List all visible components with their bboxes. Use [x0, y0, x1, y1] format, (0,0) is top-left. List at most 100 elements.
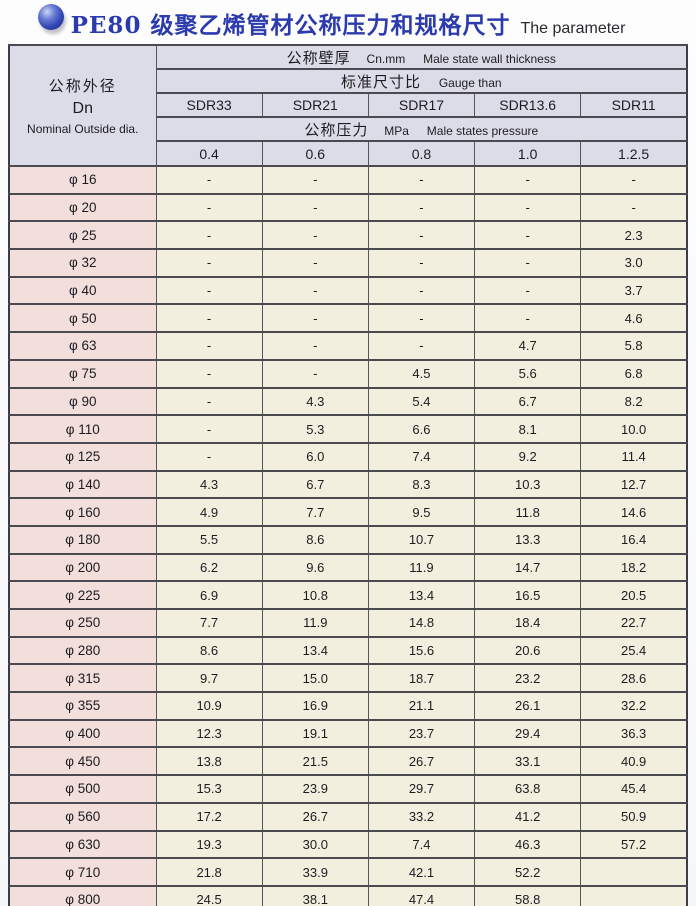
pressure-en: Male states pressure: [426, 123, 539, 138]
table-row: φ 40- - - -3.7: [8, 275, 688, 306]
table-row: φ 315 9.7 15.0 18.7 23.2 28.6: [8, 663, 688, 694]
value-cell: 10.0: [580, 414, 688, 444]
value-cell: 5.5: [155, 524, 263, 555]
table-row: φ 630 19.3 30.0 7.4 46.3 57.2: [8, 829, 688, 860]
row-label: φ 20: [8, 192, 157, 223]
row-label: φ 25: [8, 220, 157, 251]
value-cell: 24.5: [155, 884, 263, 906]
row-label: φ 315: [8, 663, 157, 694]
row-label: φ 355: [8, 691, 157, 721]
value-cell: 16.4: [580, 524, 688, 555]
table-row: φ 140 4.3 6.7 8.3 10.3 12.7: [8, 469, 688, 500]
corner-dn: Dn: [72, 100, 93, 117]
value-cell: 4.9: [155, 497, 263, 527]
value-cell: 3.0: [580, 248, 688, 278]
value-cell: [580, 884, 688, 906]
value-cell: 33.9: [261, 857, 369, 887]
value-cell: 30.0: [261, 829, 369, 860]
row-label: φ 500: [8, 774, 157, 804]
row-label: φ 400: [8, 718, 157, 749]
value-cell: 18.4: [474, 608, 582, 638]
value-cell: -: [261, 331, 369, 361]
value-cell: 6.2: [155, 552, 263, 583]
value-cell: 15.6: [367, 635, 476, 666]
value-cell: -: [367, 275, 476, 306]
value-cell: -: [155, 358, 263, 389]
value-cell: 6.7: [474, 386, 582, 417]
value-cell: 9.6: [261, 552, 369, 583]
table-row: φ 125-6.0 7.4 9.2 11.4: [8, 441, 688, 472]
sdr-column-header: SDR17: [367, 92, 476, 118]
pressure-value-header: 0.8: [367, 140, 476, 167]
value-cell: -: [261, 275, 369, 306]
table-row: φ 50- - - -4.6: [8, 303, 688, 334]
value-cell: -: [155, 331, 263, 361]
row-label: φ 800: [8, 884, 157, 906]
table-row: φ 400 12.3 19.1 23.7 29.4 36.3: [8, 718, 688, 749]
value-cell: 21.8: [155, 857, 263, 887]
row-label: φ 560: [8, 801, 157, 832]
value-cell: 16.9: [261, 691, 369, 721]
value-cell: 17.2: [155, 801, 263, 832]
row-label: φ 90: [8, 386, 157, 417]
value-cell: -: [261, 248, 369, 278]
table-row: φ 25- - - -2.3: [8, 220, 688, 251]
page-title-en: The parameter: [520, 20, 626, 37]
row-label: φ 50: [8, 303, 157, 334]
value-cell: 57.2: [580, 829, 688, 860]
table-row: φ 16- - - - -: [8, 165, 688, 195]
value-cell: 23.9: [261, 774, 369, 804]
value-cell: 12.3: [155, 718, 263, 749]
row-label: φ 225: [8, 580, 157, 610]
value-cell: 8.3: [367, 469, 476, 500]
value-cell: 52.2: [474, 857, 582, 887]
value-cell: -: [367, 192, 476, 223]
value-cell: -: [261, 220, 369, 251]
value-cell: 4.5: [367, 358, 476, 389]
value-cell: 4.3: [261, 386, 369, 417]
value-cell: 8.6: [261, 524, 369, 555]
header-row-sdr-columns: SDR33 SDR21 SDR17 SDR13.6 SDR11: [9, 92, 688, 118]
table-row: φ 800 24.5 38.1 47.4 58.8: [8, 884, 688, 906]
row-label: φ 75: [8, 358, 157, 389]
table-row: φ 32- - - -3.0: [8, 248, 688, 278]
page-header: PE80 级聚乙烯管材公称压力和规格尺寸 The parameter: [0, 0, 696, 42]
row-label: φ 140: [8, 469, 157, 500]
value-cell: -: [474, 192, 582, 223]
header-row-sdr-ratio: 标准尺寸比 Gauge than: [9, 68, 688, 94]
pressure-cn: 公称压力: [304, 121, 369, 139]
value-cell: 16.5: [474, 580, 582, 610]
value-cell: 42.1: [367, 857, 476, 887]
page-title: PE80 级聚乙烯管材公称压力和规格尺寸 The parameter: [0, 6, 696, 40]
row-label: φ 250: [8, 608, 157, 638]
value-cell: 4.7: [474, 331, 582, 361]
value-cell: 14.8: [367, 608, 476, 638]
value-cell: 14.6: [580, 497, 688, 527]
spec-table-body: φ 16- - - - - φ 20- - - - - φ 25- - - -2.3 φ 32- - - -3.0…: [8, 165, 688, 906]
table-row: φ 180 5.5 8.6 10.7 13.3 16.4: [8, 524, 688, 555]
row-label: φ 280: [8, 635, 157, 666]
value-cell: 26.7: [367, 746, 476, 777]
value-cell: 6.7: [261, 469, 369, 500]
value-cell: 21.5: [261, 746, 369, 777]
value-cell: 50.9: [580, 801, 688, 832]
sdr-column-header: SDR33: [155, 92, 263, 118]
value-cell: 12.7: [580, 469, 688, 500]
value-cell: 4.3: [155, 469, 263, 500]
value-cell: -: [155, 248, 263, 278]
value-cell: 18.7: [367, 663, 476, 694]
value-cell: -: [474, 303, 582, 334]
value-cell: 23.7: [367, 718, 476, 749]
table-row: φ 225 6.9 10.8 13.4 16.5 20.5: [8, 580, 688, 610]
value-cell: 14.7: [474, 552, 582, 583]
value-cell: -: [580, 192, 688, 223]
value-cell: 19.3: [155, 829, 263, 860]
corner-cn: 公称外径: [48, 78, 117, 95]
table-row: φ 450 13.8 21.5 26.7 33.1 40.9: [8, 746, 688, 777]
value-cell: 21.1: [367, 691, 476, 721]
value-cell: -: [474, 220, 582, 251]
spec-table: 公称外径 Dn Nominal Outside dia. 公称壁厚 Cn.mm …: [8, 44, 688, 906]
value-cell: 20.5: [580, 580, 688, 610]
value-cell: -: [367, 331, 476, 361]
value-cell: 26.1: [474, 691, 582, 721]
